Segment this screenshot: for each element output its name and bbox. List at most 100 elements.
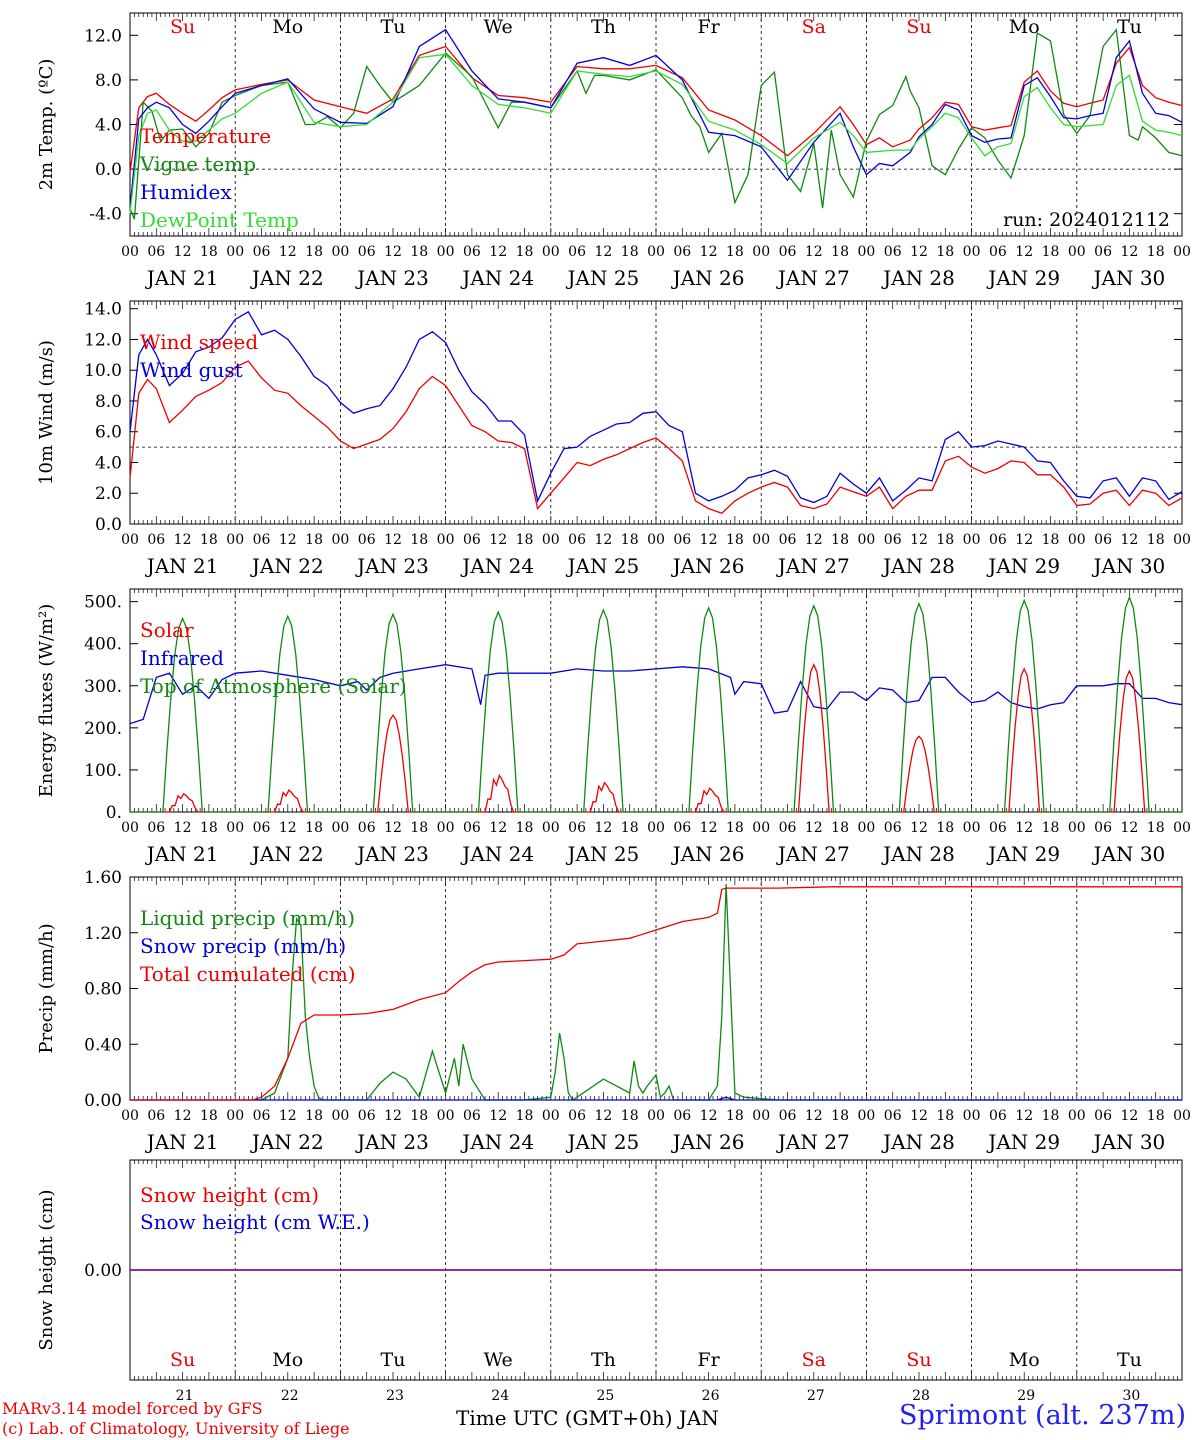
day-label: JAN 28 [881, 842, 955, 866]
hour-tick-label: 18 [1147, 532, 1165, 548]
weekday-label: Su [906, 1349, 931, 1371]
hour-tick-label: 18 [1042, 532, 1060, 548]
hour-tick-label: 00 [963, 1108, 981, 1124]
y-tick-label: 8.0 [95, 392, 122, 412]
y-tick-label: 200. [84, 719, 122, 739]
hour-tick-label: 06 [1094, 1108, 1112, 1124]
hour-tick-label: 18 [410, 820, 428, 836]
hour-tick-label: 00 [752, 1108, 770, 1124]
legend-total-cumulated-cm: Total cumulated (cm) [140, 962, 356, 986]
legend-liquid-precip-mm-h: Liquid precip (mm/h) [140, 906, 355, 930]
day-number-label: 30 [1122, 1388, 1140, 1404]
weekday-label: Mo [272, 1349, 303, 1371]
day-label: JAN 21 [145, 1130, 219, 1154]
hour-tick-label: 00 [226, 532, 244, 548]
hour-tick-label: 00 [437, 820, 455, 836]
hour-tick-label: 18 [621, 532, 639, 548]
day-number-label: 23 [386, 1388, 404, 1404]
hour-tick-label: 12 [174, 532, 192, 548]
hour-tick-label: 06 [253, 244, 271, 260]
y-tick-label: 1.60 [84, 868, 122, 888]
series-humidex [129, 28, 1183, 209]
day-label: JAN 30 [1092, 1130, 1166, 1154]
weekday-label: Su [906, 16, 931, 38]
hour-tick-label: 00 [1173, 532, 1191, 548]
hour-tick-label: 18 [936, 1108, 954, 1124]
hour-tick-label: 18 [1147, 244, 1165, 260]
hour-tick-label: 12 [1120, 820, 1138, 836]
hour-tick-label: 00 [647, 1108, 665, 1124]
hour-tick-label: 00 [1068, 244, 1086, 260]
weekday-label: Mo [1009, 16, 1040, 38]
hour-tick-label: 18 [516, 820, 534, 836]
hour-tick-label: 18 [410, 244, 428, 260]
y-tick-label: 12.0 [84, 26, 122, 46]
y-axis-title: Precip (mm/h) [36, 923, 57, 1053]
weekday-label: Sa [802, 16, 826, 38]
hour-tick-label: 00 [121, 820, 139, 836]
hour-tick-label: 12 [700, 1108, 718, 1124]
day-label: JAN 21 [145, 554, 219, 578]
hour-tick-label: 12 [700, 820, 718, 836]
day-label: JAN 27 [776, 1130, 850, 1154]
hour-tick-label: 12 [384, 1108, 402, 1124]
hour-tick-label: 18 [726, 820, 744, 836]
hour-tick-label: 00 [752, 532, 770, 548]
hour-tick-label: 06 [884, 244, 902, 260]
hour-tick-label: 12 [279, 532, 297, 548]
day-label: JAN 23 [355, 842, 429, 866]
hour-tick-label: 12 [1120, 1108, 1138, 1124]
hour-tick-label: 06 [779, 532, 797, 548]
day-label: JAN 27 [776, 266, 850, 290]
y-tick-label: 10.0 [84, 361, 122, 381]
hour-tick-label: 12 [174, 820, 192, 836]
hour-tick-label: 06 [147, 820, 165, 836]
y-tick-label: 6.0 [95, 423, 122, 443]
hour-tick-label: 12 [174, 1108, 192, 1124]
legend-vigne-temp: Vigne temp [139, 152, 256, 176]
hour-tick-label: 06 [673, 820, 691, 836]
day-label: JAN 24 [460, 554, 534, 578]
day-label: JAN 29 [986, 266, 1060, 290]
hour-tick-label: 18 [936, 532, 954, 548]
hour-tick-label: 00 [857, 1108, 875, 1124]
day-label: JAN 22 [250, 842, 324, 866]
hour-tick-label: 18 [726, 244, 744, 260]
y-tick-label: 0.0 [95, 160, 122, 180]
hour-tick-label: 18 [831, 532, 849, 548]
hour-tick-label: 06 [463, 1108, 481, 1124]
hour-tick-label: 18 [1042, 1108, 1060, 1124]
day-label: JAN 28 [881, 1130, 955, 1154]
day-number-label: 27 [807, 1388, 825, 1404]
legend-solar: Solar [140, 618, 194, 642]
day-label: JAN 24 [460, 842, 534, 866]
hour-tick-label: 00 [857, 532, 875, 548]
hour-tick-label: 12 [489, 820, 507, 836]
plot-frame [129, 12, 1183, 237]
day-label: JAN 21 [145, 266, 219, 290]
y-tick-label: 100. [84, 761, 122, 781]
hour-tick-label: 12 [174, 244, 192, 260]
hour-tick-label: 18 [200, 820, 218, 836]
day-label: JAN 28 [881, 266, 955, 290]
hour-tick-label: 12 [1015, 532, 1033, 548]
hour-tick-label: 06 [989, 1108, 1007, 1124]
series-wind-speed [129, 360, 1183, 514]
hour-tick-label: 00 [542, 1108, 560, 1124]
weekday-label: We [484, 16, 513, 38]
hour-tick-label: 06 [147, 244, 165, 260]
day-label: JAN 26 [671, 266, 745, 290]
run-label: run: 2024012112 [1003, 209, 1170, 231]
series-dewpoint-temp [129, 53, 1183, 214]
y-tick-label: 14.0 [84, 300, 122, 320]
hour-tick-label: 00 [331, 820, 349, 836]
hour-tick-label: 00 [1068, 532, 1086, 548]
hour-tick-label: 00 [857, 820, 875, 836]
hour-tick-label: 06 [884, 532, 902, 548]
hour-tick-label: 06 [1094, 244, 1112, 260]
day-label: JAN 27 [776, 842, 850, 866]
y-tick-label: -4.0 [89, 205, 122, 225]
hour-tick-label: 12 [279, 244, 297, 260]
y-tick-label: 400. [84, 635, 122, 655]
hour-tick-label: 18 [936, 820, 954, 836]
